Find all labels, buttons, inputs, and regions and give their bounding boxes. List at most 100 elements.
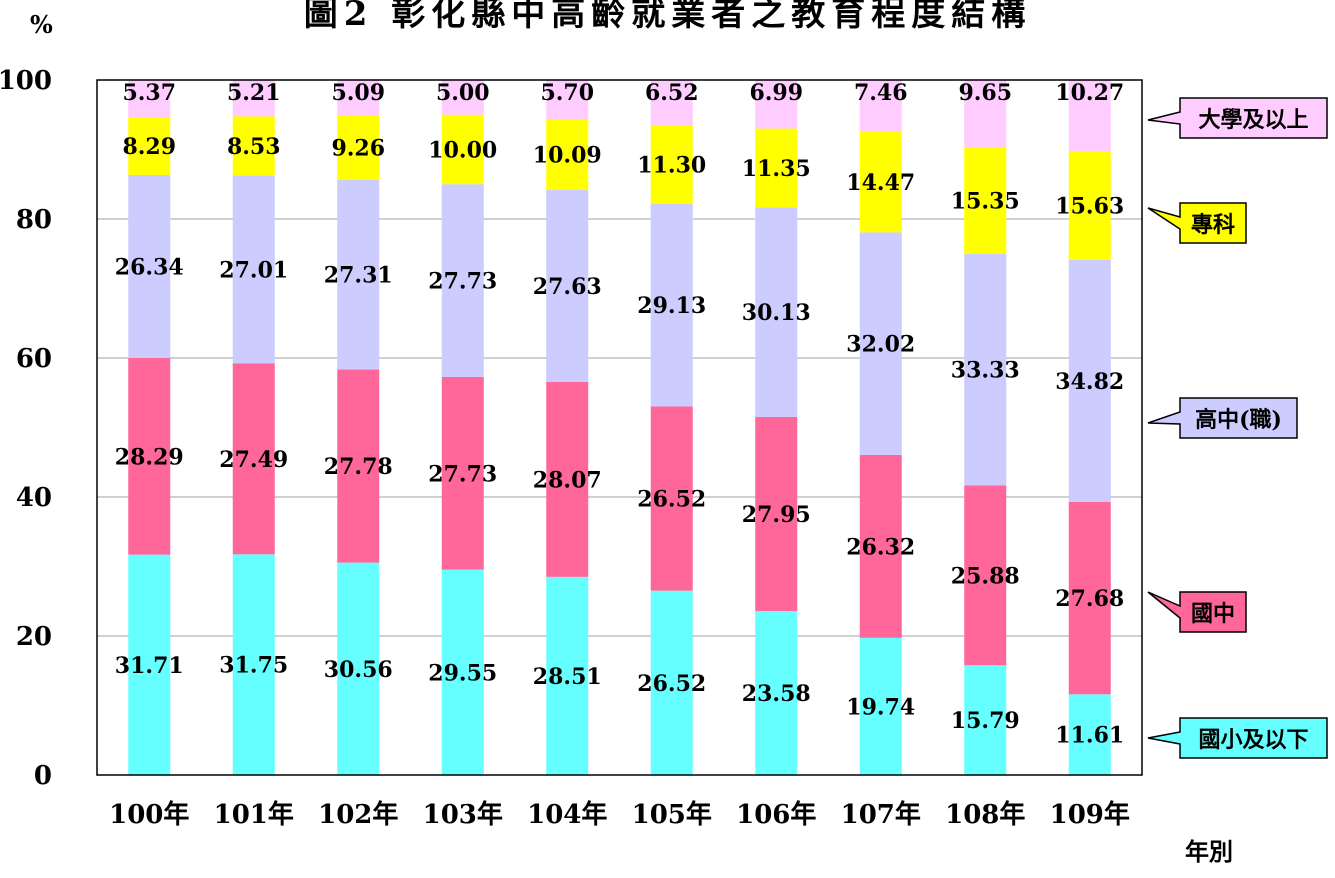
bar-segment bbox=[337, 80, 380, 116]
bar-segment bbox=[859, 79, 902, 132]
legend-callout bbox=[1147, 591, 1247, 633]
legend-callout bbox=[1147, 202, 1247, 244]
bar-segment bbox=[964, 665, 1007, 775]
bar-segment bbox=[441, 114, 484, 185]
bar-segment bbox=[128, 80, 171, 118]
legend-callout bbox=[1147, 717, 1328, 759]
legend-label: 高中(職) bbox=[1195, 407, 1282, 433]
bar-segment bbox=[964, 485, 1007, 666]
data-label: 11.35 bbox=[742, 156, 811, 182]
bar-segment bbox=[546, 189, 589, 382]
bar-segment bbox=[650, 80, 693, 126]
data-label: 34.82 bbox=[1055, 369, 1124, 395]
bar-segment bbox=[650, 406, 693, 591]
data-label: 5.21 bbox=[227, 80, 281, 106]
bar-segment bbox=[128, 117, 171, 175]
bar-segment bbox=[964, 80, 1007, 148]
data-label: 27.49 bbox=[219, 447, 288, 473]
y-tick-label: 80 bbox=[16, 205, 52, 235]
data-label: 26.52 bbox=[637, 487, 706, 513]
data-label: 28.29 bbox=[115, 444, 184, 470]
y-axis-unit: % bbox=[30, 10, 53, 39]
legend-callout bbox=[1147, 97, 1328, 139]
data-label: 15.79 bbox=[951, 708, 1020, 734]
data-label: 5.09 bbox=[331, 80, 385, 106]
data-label: 25.88 bbox=[951, 563, 1020, 589]
data-label: 26.52 bbox=[637, 671, 706, 697]
y-tick-label: 20 bbox=[16, 622, 52, 652]
bar-segment bbox=[441, 79, 484, 115]
data-label: 5.70 bbox=[540, 80, 594, 106]
data-label: 33.33 bbox=[951, 358, 1020, 384]
data-label: 11.61 bbox=[1055, 723, 1124, 749]
bar-segment bbox=[337, 179, 380, 370]
bar-segment bbox=[232, 554, 275, 775]
data-label: 9.65 bbox=[958, 80, 1012, 106]
data-label: 27.68 bbox=[1055, 586, 1124, 612]
data-label: 14.47 bbox=[846, 170, 915, 196]
data-label: 29.13 bbox=[637, 293, 706, 319]
data-label: 27.95 bbox=[742, 502, 811, 528]
x-tick-label: 106年 bbox=[736, 799, 816, 830]
data-label: 5.00 bbox=[436, 80, 490, 106]
bar-segment bbox=[650, 203, 693, 407]
bar-segment bbox=[232, 116, 275, 176]
data-label: 31.71 bbox=[115, 653, 184, 679]
bar-segment bbox=[1068, 501, 1111, 695]
bar-segment bbox=[1068, 79, 1111, 152]
data-label: 29.55 bbox=[428, 660, 497, 686]
x-tick-label: 107年 bbox=[841, 799, 921, 830]
bar-segment bbox=[441, 569, 484, 775]
y-tick-label: 0 bbox=[34, 761, 52, 791]
bar-segment bbox=[337, 369, 380, 563]
bar-segment bbox=[964, 147, 1007, 254]
bar-segment bbox=[128, 174, 171, 358]
data-label: 28.07 bbox=[533, 467, 602, 493]
bar-segment bbox=[1068, 694, 1111, 775]
data-label: 6.99 bbox=[749, 80, 803, 106]
x-tick-label: 108年 bbox=[945, 799, 1025, 830]
data-label: 30.13 bbox=[742, 300, 811, 326]
data-label: 27.01 bbox=[219, 257, 288, 283]
bar-segment bbox=[755, 128, 798, 208]
data-label: 32.02 bbox=[846, 332, 915, 358]
legend-label: 國小及以下 bbox=[1198, 727, 1308, 753]
data-label: 31.75 bbox=[219, 653, 288, 679]
bar-segment bbox=[650, 590, 693, 775]
bar-segment bbox=[1068, 259, 1111, 502]
data-label: 27.73 bbox=[428, 269, 497, 295]
data-label: 30.56 bbox=[324, 657, 393, 683]
data-label: 9.26 bbox=[331, 136, 385, 162]
bar-segment bbox=[232, 80, 275, 117]
x-axis-label: 年別 bbox=[1185, 837, 1233, 866]
data-label: 10.27 bbox=[1055, 80, 1124, 106]
bar-segment bbox=[337, 115, 380, 180]
bar-segment bbox=[755, 207, 798, 417]
bar-segment bbox=[546, 576, 589, 775]
bar-segment bbox=[337, 562, 380, 775]
x-tick-label: 105年 bbox=[632, 799, 712, 830]
data-label: 15.63 bbox=[1055, 194, 1124, 220]
bar-segment bbox=[546, 119, 589, 190]
bar-segment bbox=[859, 454, 902, 638]
bar-segment bbox=[128, 358, 171, 555]
x-tick-label: 103年 bbox=[423, 799, 503, 830]
legend-label: 國中 bbox=[1191, 601, 1235, 627]
y-tick-label: 100 bbox=[0, 66, 52, 96]
data-label: 15.35 bbox=[951, 188, 1020, 214]
x-tick-label: 102年 bbox=[318, 799, 398, 830]
bar-segment bbox=[232, 175, 275, 364]
bar-segment bbox=[128, 554, 171, 775]
bar-segment bbox=[1068, 151, 1111, 260]
bar-segment bbox=[441, 184, 484, 377]
data-label: 7.46 bbox=[854, 80, 908, 106]
bar-segment bbox=[964, 253, 1007, 486]
data-label: 23.58 bbox=[742, 681, 811, 707]
data-label: 8.53 bbox=[227, 134, 281, 160]
bar-segment bbox=[755, 416, 798, 612]
data-label: 11.30 bbox=[637, 153, 706, 179]
y-tick-label: 40 bbox=[16, 483, 52, 513]
data-label: 28.51 bbox=[533, 664, 602, 690]
data-label: 10.09 bbox=[533, 143, 602, 169]
data-label: 27.78 bbox=[324, 454, 393, 480]
